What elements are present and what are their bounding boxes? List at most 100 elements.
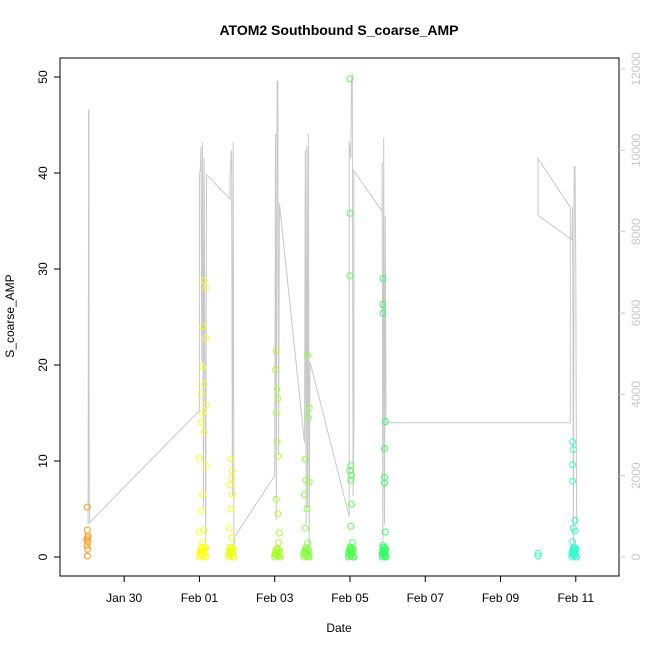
data-point <box>347 552 355 560</box>
data-point <box>347 462 355 470</box>
data-point <box>227 551 235 559</box>
data-point <box>379 309 387 317</box>
data-point <box>195 454 203 462</box>
y-left-tick-label: 20 <box>36 358 50 372</box>
data-point <box>303 505 311 513</box>
y-axis-left: 0 10 20 30 40 50 <box>36 70 60 560</box>
data-point <box>202 334 210 342</box>
data-point <box>534 549 542 557</box>
line-series-layer <box>87 73 578 549</box>
y-right-tick-label: 10000 <box>629 133 643 167</box>
data-point <box>381 479 388 487</box>
data-point <box>346 272 354 280</box>
x-tick-label: Feb 09 <box>482 591 520 605</box>
y-left-tick-label: 30 <box>36 262 50 276</box>
data-point <box>569 446 577 453</box>
data-point <box>381 528 389 536</box>
data-point <box>84 532 92 540</box>
data-point <box>347 476 355 484</box>
data-point <box>346 545 354 553</box>
data-point <box>569 548 577 556</box>
data-point <box>200 526 208 534</box>
data-point <box>225 524 233 532</box>
x-axis-label: Date <box>326 621 352 635</box>
y-right-tick-label: 6000 <box>629 299 643 326</box>
x-tick-label: Feb 07 <box>407 591 445 605</box>
y-right-tick-label: 12000 <box>629 52 643 86</box>
data-point <box>346 75 354 83</box>
data-point <box>199 363 207 371</box>
y-axis-right: 0 2000 4000 6000 8000 10000 12000 <box>619 52 643 560</box>
data-point <box>199 409 207 417</box>
data-point <box>569 461 577 469</box>
cluster-point <box>304 546 312 554</box>
data-point <box>228 534 236 542</box>
y-left-tick-label: 40 <box>36 166 50 180</box>
data-point <box>301 455 309 463</box>
data-point <box>197 390 205 398</box>
data-point <box>272 495 280 503</box>
data-point <box>200 380 208 388</box>
data-point <box>83 552 91 560</box>
data-point <box>228 474 236 482</box>
data-point <box>305 404 313 412</box>
data-point <box>226 481 234 489</box>
data-point <box>274 510 282 518</box>
data-point <box>273 438 281 446</box>
data-point <box>199 539 207 547</box>
data-point <box>202 284 210 292</box>
data-point <box>379 542 387 549</box>
data-point <box>275 529 283 537</box>
data-point <box>569 438 577 446</box>
data-point <box>197 550 205 558</box>
data-point <box>304 351 312 359</box>
data-point <box>570 551 578 559</box>
x-tick-label: Jan 30 <box>106 591 142 605</box>
data-point <box>274 395 282 403</box>
data-point <box>195 528 203 536</box>
data-point <box>302 547 310 555</box>
data-point <box>570 543 578 551</box>
y-right-tick-label: 4000 <box>629 381 643 408</box>
data-point <box>346 467 354 475</box>
data-point <box>569 477 577 485</box>
y-axis-label: S_coarse_AMP <box>3 274 17 357</box>
data-point <box>275 539 283 547</box>
data-point <box>273 545 281 553</box>
points-layer <box>83 75 581 561</box>
data-point <box>347 522 355 530</box>
y-left-tick-label: 10 <box>36 454 50 468</box>
data-point <box>304 414 312 422</box>
data-point <box>199 552 207 560</box>
data-point <box>348 500 355 508</box>
data-point <box>272 347 280 355</box>
data-point <box>534 552 542 560</box>
data-point <box>228 467 236 475</box>
data-point <box>199 491 207 499</box>
data-point <box>381 445 388 452</box>
data-point <box>200 277 208 284</box>
data-point <box>381 418 389 426</box>
data-point <box>83 536 91 544</box>
y-right-tick-label: 0 <box>629 553 643 560</box>
data-point <box>571 527 579 535</box>
data-point <box>83 503 91 511</box>
y-left-tick-label: 0 <box>36 553 50 560</box>
y-right-tick-label: 8000 <box>629 218 643 245</box>
plot-frame <box>59 57 620 577</box>
data-point <box>379 301 387 308</box>
data-point <box>202 462 210 470</box>
chart-title: ATOM2 Southbound S_coarse_AMP <box>219 22 458 38</box>
data-point <box>379 275 387 283</box>
data-point <box>381 552 388 560</box>
data-point <box>274 552 282 560</box>
x-tick-label: Feb 03 <box>256 591 294 605</box>
data-point <box>202 544 210 552</box>
x-tick-label: Feb 01 <box>181 591 219 605</box>
x-tick-label: Feb 05 <box>331 591 369 605</box>
data-point <box>200 428 208 436</box>
data-point <box>380 548 388 556</box>
